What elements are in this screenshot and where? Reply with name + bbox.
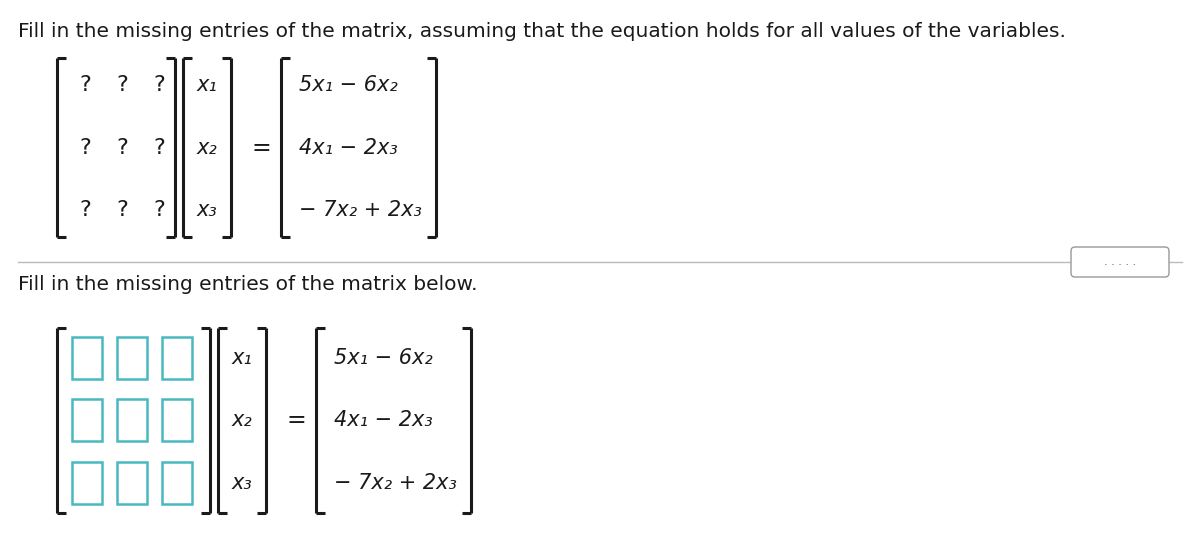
Text: =: =: [251, 136, 271, 160]
Text: − 7x₂ + 2x₃: − 7x₂ + 2x₃: [334, 473, 457, 493]
Text: Fill in the missing entries of the matrix below.: Fill in the missing entries of the matri…: [18, 275, 478, 294]
FancyBboxPatch shape: [1072, 247, 1169, 277]
FancyBboxPatch shape: [72, 462, 102, 504]
Text: x₃: x₃: [197, 200, 217, 220]
Text: =: =: [286, 408, 306, 432]
Text: ?: ?: [154, 138, 164, 158]
Text: ?: ?: [79, 75, 91, 95]
Text: x₂: x₂: [197, 138, 217, 158]
Text: x₂: x₂: [232, 410, 252, 430]
Text: . . . . .: . . . . .: [1104, 257, 1136, 267]
FancyBboxPatch shape: [162, 337, 192, 379]
Text: x₃: x₃: [232, 473, 252, 493]
Text: ?: ?: [79, 200, 91, 220]
Text: 5x₁ − 6x₂: 5x₁ − 6x₂: [299, 75, 397, 95]
FancyBboxPatch shape: [72, 399, 102, 441]
Text: ?: ?: [116, 138, 128, 158]
FancyBboxPatch shape: [118, 337, 148, 379]
FancyBboxPatch shape: [162, 399, 192, 441]
Text: x₁: x₁: [197, 75, 217, 95]
FancyBboxPatch shape: [72, 337, 102, 379]
Text: 4x₁ − 2x₃: 4x₁ − 2x₃: [334, 410, 433, 430]
Text: ?: ?: [116, 200, 128, 220]
FancyBboxPatch shape: [118, 462, 148, 504]
Text: ?: ?: [116, 75, 128, 95]
Text: ?: ?: [154, 200, 164, 220]
FancyBboxPatch shape: [162, 462, 192, 504]
Text: x₁: x₁: [232, 348, 252, 368]
FancyBboxPatch shape: [118, 399, 148, 441]
Text: 4x₁ − 2x₃: 4x₁ − 2x₃: [299, 138, 397, 158]
Text: ?: ?: [154, 75, 164, 95]
Text: ?: ?: [79, 138, 91, 158]
Text: Fill in the missing entries of the matrix, assuming that the equation holds for : Fill in the missing entries of the matri…: [18, 22, 1066, 41]
Text: − 7x₂ + 2x₃: − 7x₂ + 2x₃: [299, 200, 422, 220]
Text: 5x₁ − 6x₂: 5x₁ − 6x₂: [334, 348, 433, 368]
